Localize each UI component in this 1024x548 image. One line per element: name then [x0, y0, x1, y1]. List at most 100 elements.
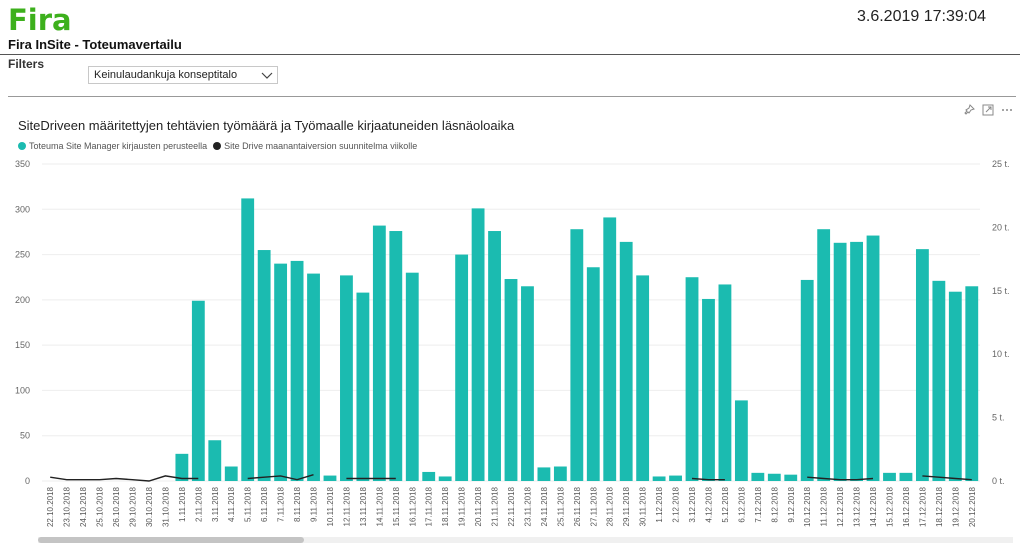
bar[interactable] [850, 241, 863, 481]
bar[interactable] [191, 300, 205, 481]
filters-divider [8, 96, 1016, 97]
x-tick-label: 14.12.2018 [869, 486, 878, 527]
x-tick-label: 24.11.2018 [540, 486, 549, 526]
bar[interactable] [175, 453, 189, 481]
bar[interactable] [603, 217, 617, 481]
legend-label-plan: Site Drive maanantaiversion suunnitelma … [224, 141, 418, 151]
bar[interactable] [290, 260, 304, 481]
legend-marker-actual [18, 142, 26, 150]
y2-tick-label: 20 t. [992, 222, 1010, 232]
bar[interactable] [899, 472, 913, 481]
project-filter-dropdown[interactable]: Keinulaudankuja konseptitalo [88, 66, 278, 84]
bar[interactable] [767, 473, 781, 481]
plan-line-segment [247, 474, 314, 481]
x-tick-label: 6.11.2018 [260, 486, 269, 522]
bar[interactable] [883, 472, 896, 481]
x-tick-label: 30.11.2018 [639, 486, 648, 526]
x-tick-label: 1.12.2018 [655, 486, 664, 522]
x-tick-label: 9.12.2018 [787, 486, 796, 522]
bar[interactable] [257, 250, 271, 481]
x-tick-label: 12.11.2018 [342, 486, 351, 526]
bar[interactable] [570, 229, 584, 481]
bar[interactable] [471, 208, 485, 481]
bar[interactable] [800, 279, 814, 481]
bar[interactable] [307, 273, 320, 481]
x-tick-label: 5.11.2018 [244, 486, 253, 522]
x-tick-label: 31.10.2018 [161, 486, 170, 527]
bar[interactable] [965, 286, 979, 481]
legend-marker-plan [213, 142, 222, 150]
x-tick-label: 25.10.2018 [96, 486, 105, 527]
x-tick-label: 26.11.2018 [573, 486, 582, 526]
x-tick-label: 5.12.2018 [721, 486, 730, 522]
bar[interactable] [734, 400, 748, 481]
bar[interactable] [274, 263, 288, 481]
x-tick-label: 15.12.2018 [886, 486, 895, 527]
x-tick-label: 6.12.2018 [737, 486, 746, 522]
bar[interactable] [948, 291, 962, 481]
bar[interactable] [784, 474, 798, 481]
bar[interactable] [619, 241, 633, 481]
bar[interactable] [356, 292, 370, 481]
x-tick-label: 23.11.2018 [524, 486, 533, 526]
x-tick-label: 8.12.2018 [770, 486, 779, 522]
plan-line-segment [50, 475, 199, 482]
bar[interactable] [915, 249, 929, 481]
pin-icon[interactable] [962, 104, 976, 118]
bar[interactable] [553, 466, 567, 481]
x-tick-label: 24.10.2018 [79, 486, 88, 527]
x-tick-label: 2.11.2018 [194, 486, 203, 522]
x-tick-label: 17.12.2018 [918, 486, 927, 527]
header-divider [0, 54, 1020, 55]
bar[interactable] [537, 467, 551, 481]
bar[interactable] [685, 277, 699, 481]
x-tick-label: 13.11.2018 [359, 486, 368, 526]
bar[interactable] [389, 231, 403, 481]
legend-item-plan[interactable]: Site Drive maanantaiversion suunnitelma … [213, 141, 417, 151]
x-tick-label: 29.11.2018 [622, 486, 631, 526]
bar[interactable] [817, 229, 831, 481]
bar[interactable] [340, 275, 353, 481]
bar[interactable] [241, 198, 255, 481]
bar[interactable] [323, 475, 337, 481]
bar[interactable] [866, 235, 880, 481]
bar[interactable] [224, 466, 238, 481]
bar[interactable] [932, 280, 946, 481]
x-tick-label: 11.12.2018 [820, 486, 829, 526]
bar[interactable] [521, 286, 534, 481]
bar[interactable] [751, 472, 765, 481]
bar[interactable] [636, 275, 650, 481]
x-tick-label: 21.11.2018 [491, 486, 500, 526]
bar[interactable] [718, 284, 732, 481]
scrollbar-thumb[interactable] [38, 537, 304, 543]
more-options-icon[interactable] [1000, 104, 1014, 118]
horizontal-scrollbar[interactable] [38, 537, 1013, 543]
bar[interactable] [208, 440, 222, 481]
fira-logo: Fira [8, 3, 72, 37]
bar[interactable] [438, 476, 452, 481]
timestamp: 3.6.2019 17:39:04 [856, 8, 986, 25]
x-tick-label: 25.11.2018 [556, 486, 565, 526]
y-tick-label: 0 [25, 476, 30, 486]
bar[interactable] [504, 279, 518, 481]
bar[interactable] [702, 298, 715, 481]
bar[interactable] [455, 254, 469, 481]
bar[interactable] [652, 476, 666, 481]
x-tick-label: 7.11.2018 [277, 486, 286, 522]
x-tick-label: 7.12.2018 [754, 486, 763, 522]
focus-mode-icon[interactable] [981, 104, 995, 118]
bar[interactable] [405, 272, 419, 481]
bar[interactable] [669, 475, 682, 481]
legend-label-actual: Toteuma Site Manager kirjausten perustee… [29, 141, 208, 151]
bar[interactable] [833, 242, 847, 481]
bar[interactable] [488, 231, 501, 481]
bar[interactable] [586, 267, 600, 481]
bar[interactable] [372, 225, 386, 481]
x-tick-label: 15.11.2018 [392, 486, 401, 526]
legend-item-actual[interactable]: Toteuma Site Manager kirjausten perustee… [18, 141, 207, 151]
x-tick-label: 3.11.2018 [211, 486, 220, 522]
x-tick-label: 27.11.2018 [589, 486, 598, 526]
chart-title: SiteDriveen määritettyjen tehtävien työm… [18, 118, 515, 133]
x-tick-label: 10.12.2018 [803, 486, 812, 527]
bar[interactable] [422, 471, 436, 481]
